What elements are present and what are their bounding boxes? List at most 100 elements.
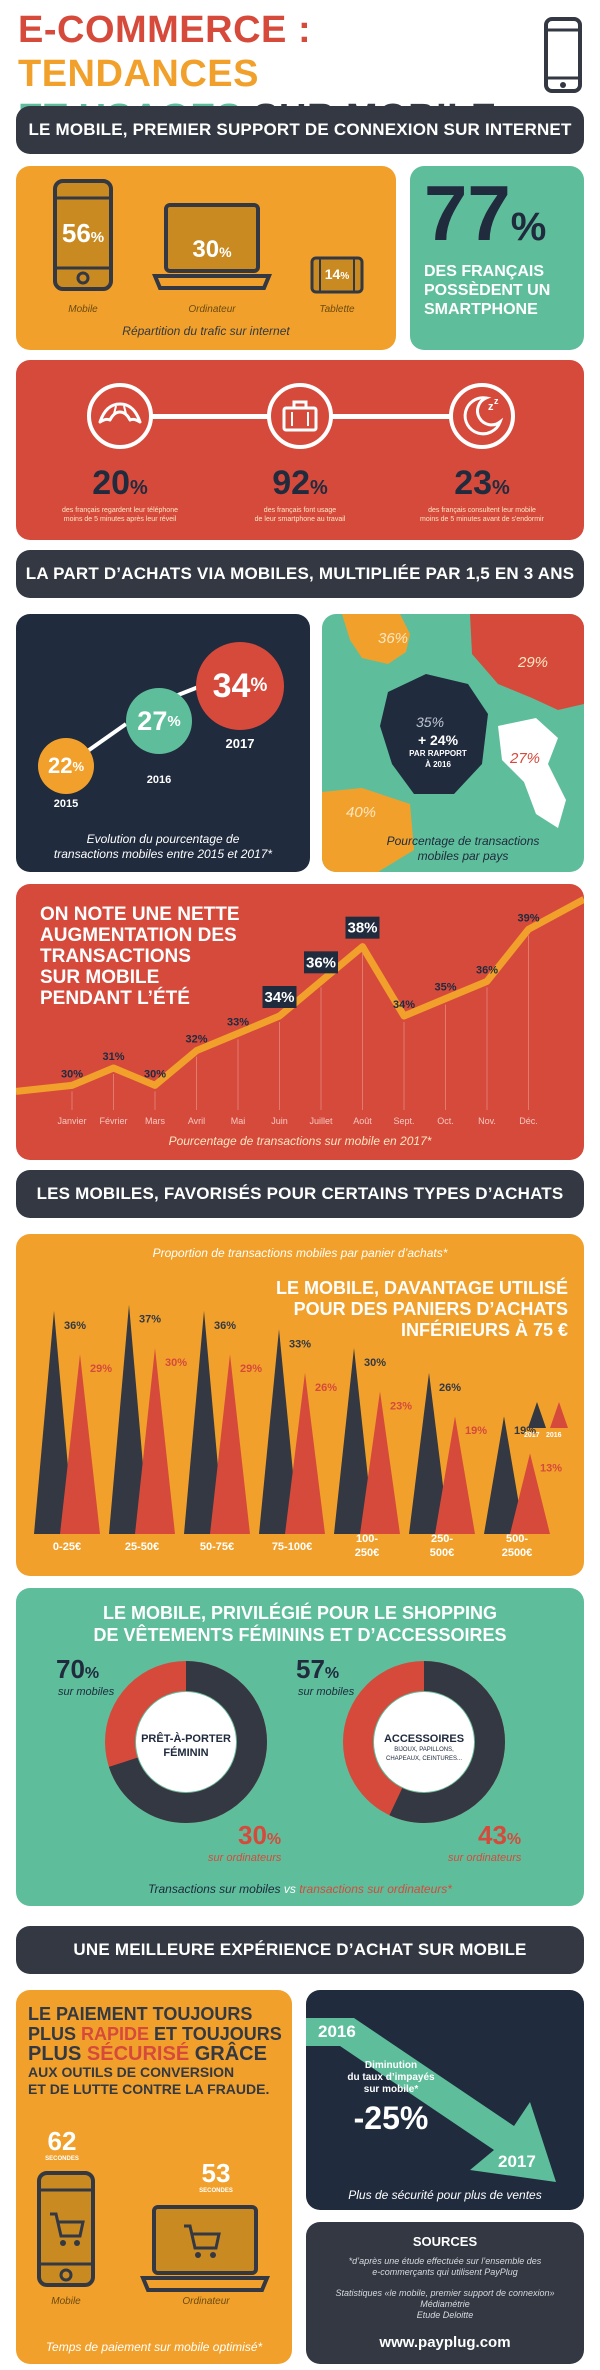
traffic-card: 56% Mobile 30% Ordinateur 14% Tablette R…	[16, 166, 396, 350]
habits-card: z z 20% des français regardent leur télé…	[16, 360, 584, 540]
payment-desktop-label: Ordinateur	[182, 2296, 230, 2307]
desktop-seconds: 53 SECONDES	[199, 2158, 233, 2194]
basket-bar-2017	[184, 1310, 224, 1534]
basket-card: Proportion de transactions mobiles par p…	[16, 1234, 584, 1576]
device-computer-value: 30%	[192, 236, 232, 263]
habit-text-3: des français consultent leur mobile moins…	[420, 507, 544, 523]
monthly-month-label: Janvier	[57, 1116, 86, 1126]
monthly-month-label: Août	[353, 1116, 372, 1126]
map-value-uk: 36%	[378, 630, 409, 647]
monthly-highlight-box	[262, 986, 297, 1008]
fraud-down-arrow	[306, 2018, 556, 2182]
basket-legend-swatches	[528, 1402, 568, 1428]
fraud-year-start: 2016	[318, 2022, 356, 2041]
evolution-year-2016: 2016	[146, 774, 172, 786]
svg-text:z: z	[488, 401, 494, 413]
payment-mobile-label: Mobile	[51, 2296, 81, 2307]
legend-2016-swatch	[550, 1402, 568, 1428]
monthly-value-label: 30%	[144, 1068, 166, 1080]
briefcase-icon	[267, 383, 333, 449]
phone-cart-icon	[37, 2171, 95, 2287]
habit-text-1: des français regardent leur téléphone moi…	[62, 507, 178, 523]
fashion-card: LE MOBILE, PRIVILÉGIÉ POUR LE SHOPPING D…	[16, 1588, 584, 1906]
fashion-caption: Transactions sur mobiles vs transactions…	[148, 1882, 452, 1896]
basket-category-label: 100-	[356, 1533, 378, 1545]
monthly-month-label: Mars	[145, 1116, 165, 1126]
habit-value-2: 92%	[272, 464, 328, 502]
banner-connexion: LE MOBILE, PREMIER SUPPORT DE CONNEXION …	[16, 106, 584, 154]
payplug-website-link[interactable]: www.payplug.com	[379, 2334, 511, 2351]
basket-bar-2017	[409, 1372, 449, 1534]
fraud-caption: Plus de sécurité pour plus de ventes	[348, 2188, 542, 2202]
basket-value-2016: 19%	[465, 1425, 487, 1437]
device-computer-label: Ordinateur	[188, 304, 236, 315]
map-card: 36% 29% 35% + 24% PAR RAPPORT À 2016 27%…	[322, 614, 584, 872]
basket-value-2017: 37%	[139, 1314, 161, 1326]
evolution-bubble-2017: 34%	[196, 642, 284, 730]
fraud-value: -25%	[353, 2100, 429, 2136]
habit-value-3: 23%	[454, 464, 510, 502]
habit-text-2: des français font usage de leur smartphon…	[254, 507, 346, 523]
monthly-highlight-box	[345, 916, 380, 939]
monthly-value-label: 32%	[185, 1034, 207, 1046]
smartphone-stat-value: 77%	[424, 169, 547, 257]
banner-achats-mobiles: LA PART D’ACHATS VIA MOBILES, MULTIPLIÉE…	[16, 550, 584, 598]
basket-value-2016: 29%	[240, 1363, 262, 1375]
smartphone-stat-text: DES FRANÇAIS POSSÈDENT UN SMARTPHONE	[424, 263, 551, 318]
basket-bar-2016	[285, 1372, 325, 1534]
basket-bar-2017	[34, 1310, 74, 1534]
basket-category-label: 250-	[431, 1533, 453, 1545]
evolution-bubble-2015: 22%	[38, 738, 94, 794]
habit-value-1: 20%	[92, 464, 148, 502]
monthly-value-label: 31%	[102, 1051, 124, 1063]
monthly-value-label: 36%	[476, 964, 498, 976]
basket-legend-2017: 2017	[524, 1432, 540, 1439]
right-donut-center: ACCESSOIRES BIJOUX, PAPILLONS, CHAPEAUX,…	[383, 1733, 465, 1762]
evolution-card: 22% 2015 27% 2016 34% 2017 Evolution du …	[16, 614, 310, 872]
left-desktop-stat: 30%	[238, 1820, 282, 1850]
moon-icon: z z	[449, 383, 515, 449]
donut-pret-a-porter	[105, 1661, 267, 1823]
basket-category-label: 500€	[430, 1547, 454, 1559]
payment-caption: Temps de paiement sur mobile optimisé*	[45, 2340, 263, 2354]
basket-bar-2016	[210, 1354, 250, 1534]
fashion-title: LE MOBILE, PRIVILÉGIÉ POUR LE SHOPPING D…	[93, 1603, 507, 1645]
basket-bar-2016	[60, 1354, 100, 1534]
basket-value-2017: 36%	[64, 1320, 86, 1332]
evolution-year-2015: 2015	[53, 798, 79, 810]
monthly-month-label: Sept.	[393, 1116, 414, 1126]
sources-card: SOURCES *d’après une étude effectuée sur…	[306, 2222, 584, 2364]
map-fr-growth: + 24% PAR RAPPORT À 2016	[409, 732, 467, 769]
basket-category-label: 50-75€	[200, 1541, 234, 1553]
mobile-seconds: 62 SECONDES	[45, 2126, 79, 2162]
basket-legend-2016: 2016	[546, 1432, 562, 1439]
map-value-it: 27%	[510, 750, 541, 767]
basket-value-2017: 36%	[214, 1320, 236, 1332]
right-mobile-label: sur mobiles	[298, 1686, 355, 1698]
smartphone-card: 77% DES FRANÇAIS POSSÈDENT UN SMARTPHONE	[410, 166, 584, 350]
basket-bar-2016	[435, 1416, 475, 1534]
basket-category-label: 500-	[506, 1533, 528, 1545]
monthly-line-chart: 30% Janvier 31% Février 30% Mars 32% Avril 33% Ma…	[16, 896, 584, 1126]
left-desktop-label: sur ordinateurs	[208, 1852, 282, 1864]
monthly-month-label: Juillet	[309, 1116, 333, 1126]
basket-caption: Proportion de transactions mobiles par p…	[152, 1246, 448, 1260]
basket-category-label: 25-50€	[125, 1541, 159, 1553]
monthly-month-label: Juin	[271, 1116, 288, 1126]
map-caption: Pourcentage de transactions mobiles par …	[386, 834, 540, 863]
smartphone-header-icon	[544, 17, 582, 93]
monthly-value-label: 30%	[61, 1068, 83, 1080]
croissant-icon	[87, 383, 153, 449]
monthly-value-label: 39%	[517, 912, 539, 924]
traffic-caption: Répartition du trafic sur internet	[122, 324, 290, 338]
monthly-value-label: 35%	[434, 982, 456, 994]
basket-bar-2016	[360, 1391, 400, 1534]
basket-chart: 36% 29% 0-25€ 37% 30% 25-50€ 36% 29% 50-75€ 33% 26…	[34, 1304, 562, 1559]
banner-types-achats: LES MOBILES, FAVORISÉS POUR CERTAINS TYP…	[16, 1170, 584, 1218]
monthly-value-label: 34%	[264, 989, 294, 1006]
basket-value-2017: 30%	[364, 1357, 386, 1369]
monthly-highlight-box	[304, 951, 338, 974]
basket-value-2016: 26%	[315, 1382, 337, 1394]
basket-value-2016: 23%	[390, 1400, 412, 1412]
device-tablet-label: Tablette	[319, 304, 355, 315]
